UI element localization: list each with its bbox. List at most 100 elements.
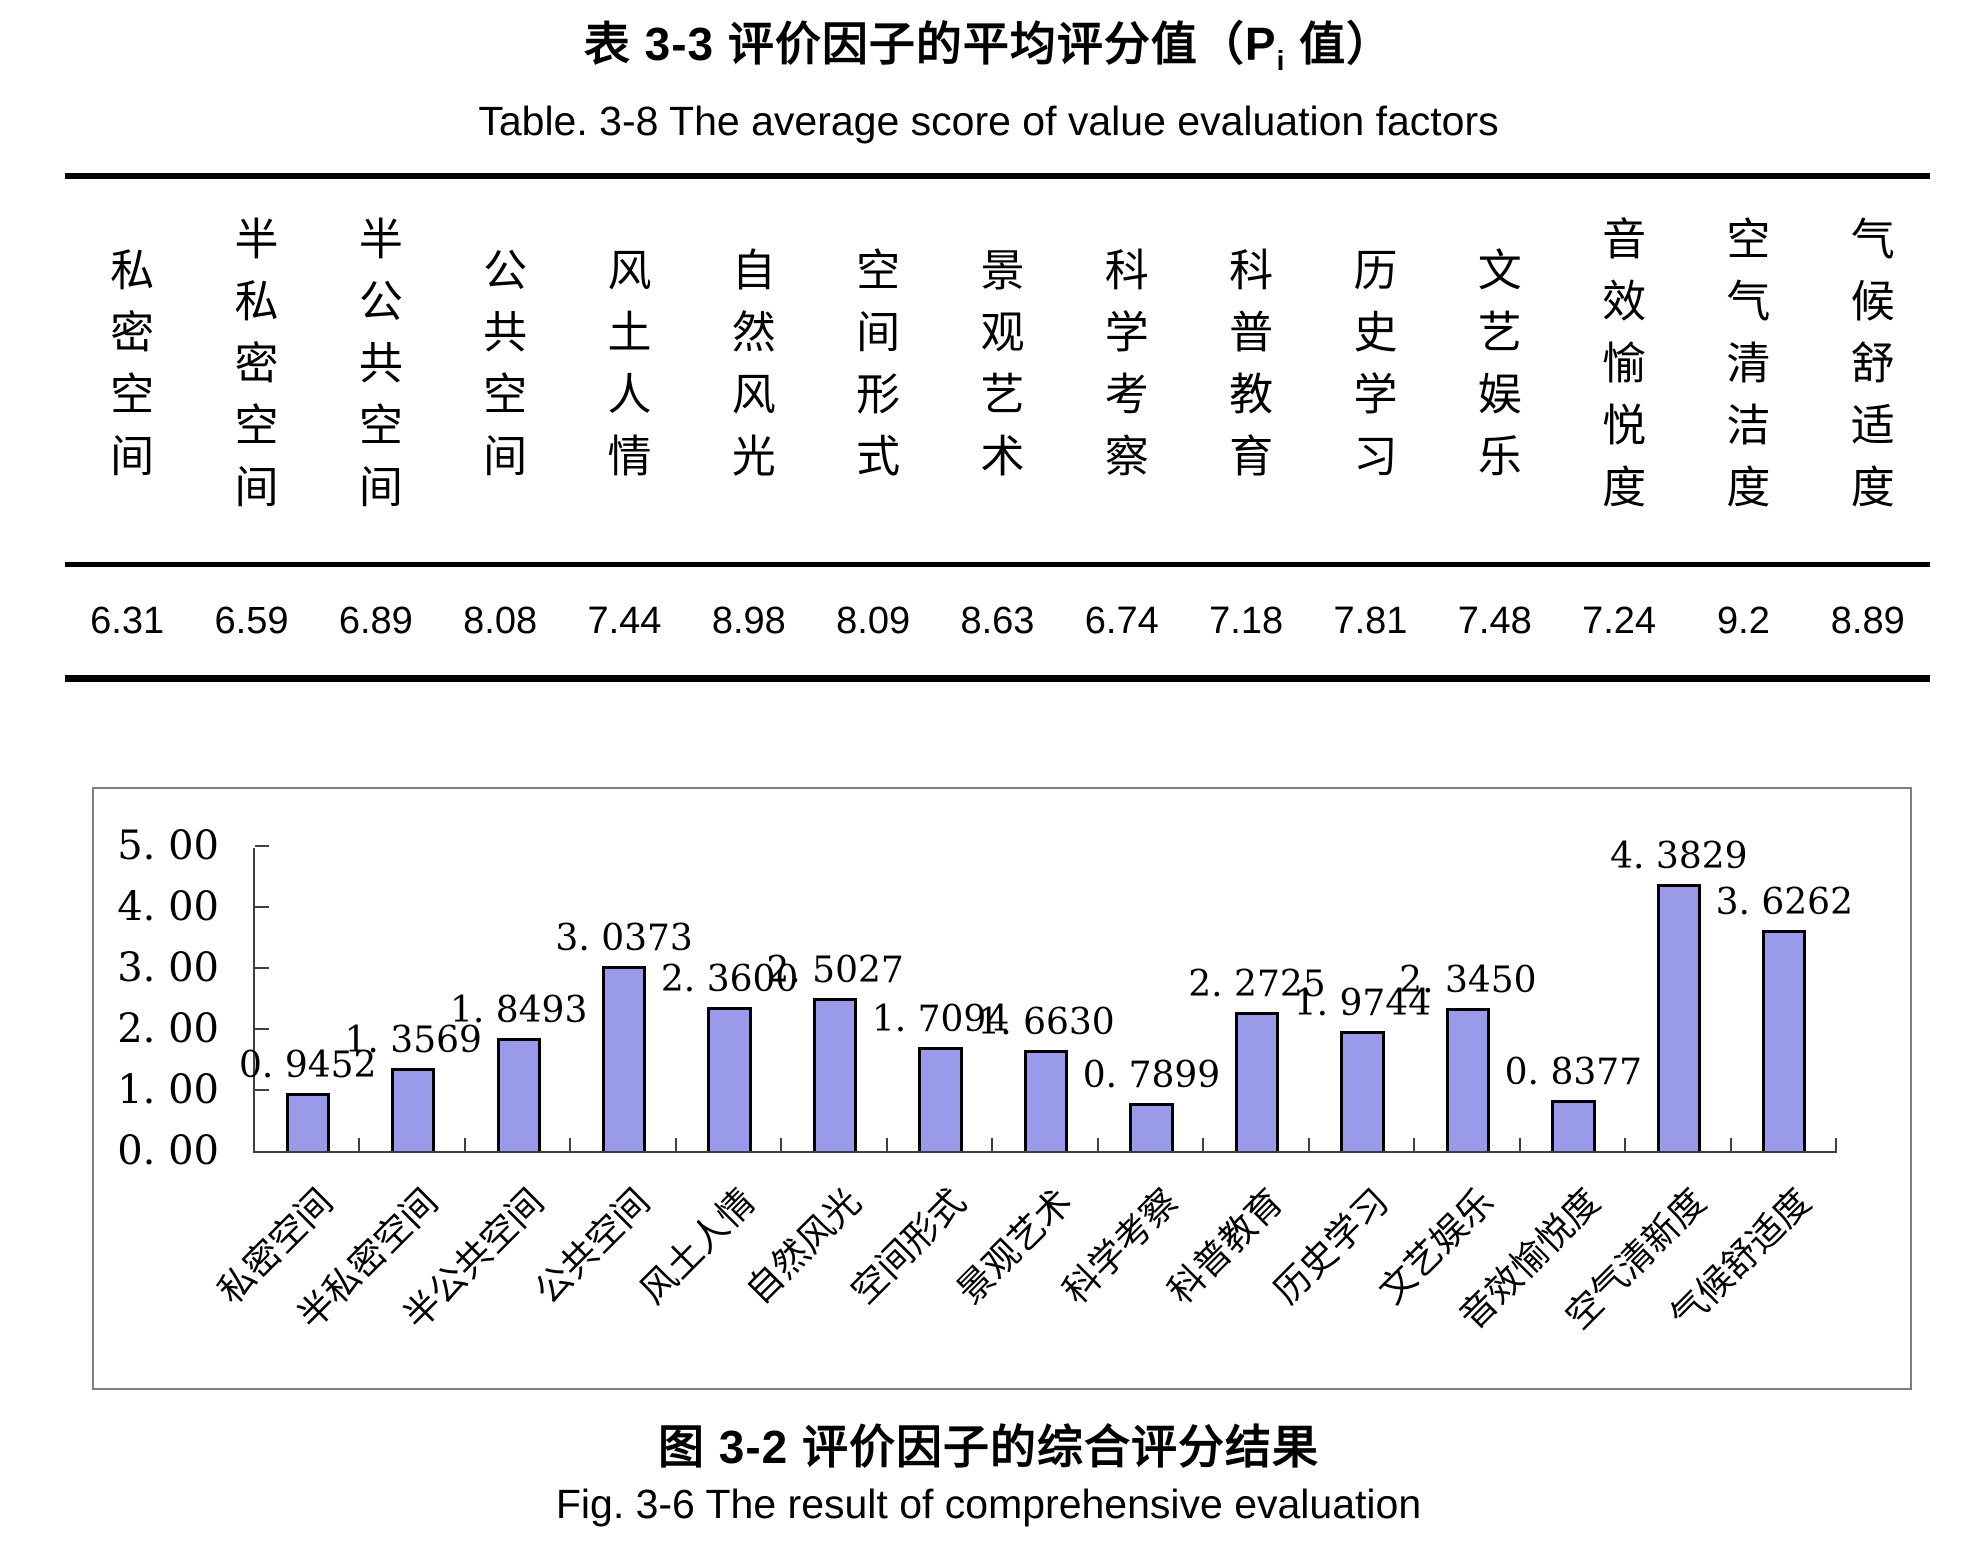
figure-frame: 0. 9452 1. 3569 1. 8493 3. 0373 2. 3600 2. 50…: [92, 787, 1912, 1390]
y-tick-label: 1. 00: [117, 1067, 219, 1113]
table-title-zh-subscript: i: [1276, 45, 1286, 77]
y-tick-mark: [255, 906, 269, 908]
bar-value-label: 2. 2725: [1188, 964, 1326, 1006]
table-value-cell: 7.24: [1582, 599, 1657, 642]
bar-cell: 0. 8377: [1505, 848, 1642, 1151]
bar: [601, 965, 647, 1151]
table-header-label: 半私密空间: [226, 215, 278, 526]
table-header-label: 风土人情: [599, 246, 651, 495]
table-header-label: 自然风光: [723, 246, 775, 495]
table-value-row: 6.31 6.59 6.89 8.08 7.44 8.98 8.09 8.63 6.74 7.18…: [65, 567, 1930, 675]
table-header-label: 科普教育: [1221, 246, 1273, 495]
x-tick-mark: [358, 1138, 361, 1151]
figure-caption-zh: 图 3-2 评价因子的综合评分结果: [657, 1421, 1320, 1473]
y-tick-label: 5. 00: [117, 823, 219, 869]
x-tick-mark: [991, 1138, 994, 1151]
x-tick-mark: [1518, 1138, 1521, 1151]
table-value-cell: 7.81: [1333, 599, 1408, 642]
bar-cell: 3. 0373: [555, 848, 693, 1151]
table-value-cell: 8.09: [836, 599, 911, 642]
table-value-cell: 6.31: [90, 599, 165, 642]
table-header-label: 空气清洁度: [1718, 215, 1770, 526]
bar-value-label: 4. 3829: [1610, 835, 1748, 877]
y-tick-label: 2. 00: [117, 1006, 219, 1052]
bar-value-label: 0. 7899: [1082, 1054, 1221, 1096]
x-tick-mark: [1624, 1138, 1627, 1151]
bar-value-label: 2. 3450: [1399, 959, 1537, 1001]
bar-cell: 0. 7899: [1083, 848, 1220, 1151]
bar: [285, 1093, 330, 1151]
table-value-cell: 7.18: [1209, 599, 1284, 642]
bar: [707, 1007, 752, 1151]
table-header-cell: 科普教育: [1184, 179, 1308, 562]
bar-value-label: 2. 3600: [660, 959, 799, 1001]
x-tick-mark: [463, 1138, 466, 1151]
bar-cell: 1. 8493: [450, 848, 587, 1151]
table-title-en: Table. 3-8 The average score of value ev…: [478, 98, 1499, 145]
bar-cell: 2. 2725: [1188, 848, 1326, 1151]
table-header-label: 音效愉悦度: [1594, 215, 1646, 526]
bar: [1445, 1007, 1491, 1151]
table-header-label: 半公共空间: [350, 215, 402, 526]
table-header-label: 历史学习: [1345, 246, 1397, 495]
x-tick-mark: [1307, 1138, 1310, 1151]
y-tick-label: 3. 00: [117, 945, 219, 991]
bar: [1129, 1102, 1174, 1151]
y-tick-label: 0. 00: [117, 1128, 219, 1174]
table-header-cell: 气候舒适度: [1806, 179, 1930, 562]
bar-cell: 1. 6630: [977, 848, 1115, 1151]
bar-value-label: 1. 7094: [871, 998, 1010, 1040]
table-header-cell: 半公共空间: [314, 179, 438, 562]
bar-cell: 2. 3450: [1399, 848, 1537, 1151]
bar-cell: 2. 5027: [766, 848, 904, 1151]
table-value-cell: 8.89: [1830, 599, 1905, 642]
x-label-cell: 气候舒适度: [1663, 1169, 1837, 1354]
table-header-label: 文艺娱乐: [1469, 246, 1521, 495]
table-value-cell: 6.74: [1084, 599, 1159, 642]
bar: [1340, 1030, 1385, 1151]
bar: [812, 998, 858, 1151]
x-tick-mark: [674, 1138, 677, 1151]
table-value-cell: 8.08: [463, 599, 538, 642]
bar: [1023, 1049, 1069, 1151]
table-header-cell: 半私密空间: [189, 179, 313, 562]
bar: [1234, 1012, 1280, 1151]
x-tick-mark: [569, 1138, 572, 1151]
bar-value-label: 0. 8377: [1504, 1051, 1643, 1093]
plot-area: 0. 9452 1. 3569 1. 8493 3. 0373 2. 3600 2. 50…: [117, 826, 1853, 1171]
table-header-label: 科学考察: [1096, 246, 1148, 495]
x-tick-mark: [1835, 1138, 1838, 1151]
table-header-cell: 公共空间: [438, 179, 562, 562]
table-header-label: 私密空间: [102, 246, 154, 495]
bars-container: 0. 9452 1. 3569 1. 8493 3. 0373 2. 3600 2. 50…: [239, 837, 1853, 1151]
bar-cell: 1. 9744: [1294, 848, 1431, 1151]
figure-caption-block: 图 3-2 评价因子的综合评分结果 Fig. 3-6 The result of…: [0, 1418, 1977, 1532]
table-header-cell: 文艺娱乐: [1433, 179, 1557, 562]
bar-cell: 1. 7094: [872, 848, 1009, 1151]
table-title-zh-prefix: 表 3-3 评价因子的平均评分值（P: [583, 18, 1277, 70]
y-tick-mark: [255, 1028, 269, 1030]
table-header-cell: 自然风光: [687, 179, 811, 562]
y-tick-label: 4. 00: [117, 884, 219, 930]
figure-caption-en: Fig. 3-6 The result of comprehensive eva…: [555, 1481, 1422, 1527]
score-table: 私密空间 半私密空间 半公共空间 公共空间 风土人情 自然风光 空间形式 景观艺术 科学考察 科普…: [65, 173, 1930, 683]
bar: [1656, 883, 1701, 1151]
table-header-cell: 风土人情: [562, 179, 686, 562]
y-tick-mark: [255, 967, 269, 969]
x-tick-mark: [780, 1138, 783, 1151]
x-tick-mark: [1729, 1138, 1732, 1151]
bar-value-label: 1. 9744: [1293, 982, 1432, 1024]
table-value-cell: 6.89: [338, 599, 413, 642]
bar: [1551, 1099, 1596, 1151]
x-tick-mark: [1413, 1138, 1416, 1151]
table-title-block: 表 3-3 评价因子的平均评分值（Pi 值） Table. 3-8 The av…: [0, 0, 1977, 147]
bar-value-label: 1. 6630: [977, 1001, 1115, 1043]
bar-value-label: 1. 3569: [344, 1020, 482, 1062]
table-value-cell: 7.48: [1457, 599, 1532, 642]
table-title-zh-suffix: 值）: [1285, 18, 1394, 70]
bar-cell: 4. 3829: [1610, 837, 1748, 1151]
table-header-label: 公共空间: [475, 246, 527, 495]
table-header-label: 景观艺术: [972, 246, 1024, 495]
table-header-cell: 空间形式: [811, 179, 935, 562]
